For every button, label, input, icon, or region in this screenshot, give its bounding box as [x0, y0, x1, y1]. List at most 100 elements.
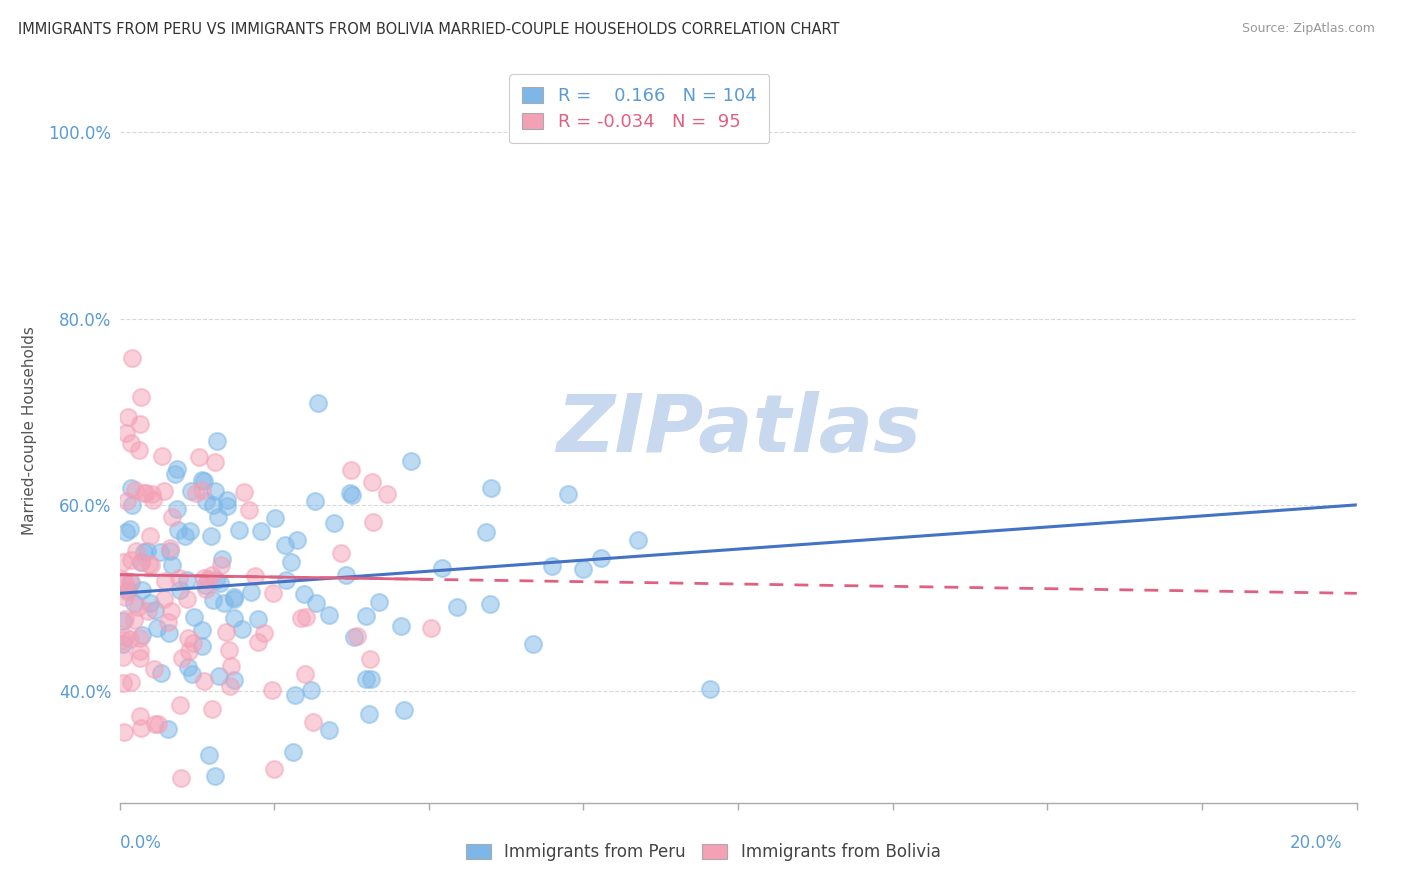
Point	[114, 612, 136, 626]
Point	[283, 745, 305, 759]
Point	[127, 600, 149, 615]
Point	[193, 571, 215, 585]
Point	[222, 673, 245, 687]
Point	[201, 567, 224, 582]
Point	[354, 608, 377, 623]
Text: 0.0%: 0.0%	[120, 834, 162, 852]
Point	[191, 623, 214, 637]
Point	[120, 436, 142, 450]
Point	[142, 493, 165, 508]
Point	[111, 555, 134, 569]
Point	[120, 632, 142, 647]
Point	[446, 600, 468, 615]
Point	[153, 574, 176, 589]
Point	[246, 634, 269, 648]
Point	[114, 590, 136, 604]
Point	[132, 486, 155, 500]
Point	[128, 417, 150, 431]
Point	[120, 575, 142, 590]
Point	[304, 494, 326, 508]
Point	[557, 487, 579, 501]
Point	[228, 523, 250, 537]
Point	[141, 487, 163, 501]
Point	[522, 637, 544, 651]
Point	[129, 555, 152, 569]
Point	[159, 626, 181, 640]
Point	[111, 573, 134, 587]
Point	[184, 486, 207, 500]
Point	[124, 596, 146, 610]
Point	[143, 662, 166, 676]
Point	[149, 545, 172, 559]
Point	[114, 630, 136, 644]
Point	[363, 515, 385, 529]
Point	[589, 551, 612, 566]
Point	[177, 631, 200, 645]
Point	[274, 573, 297, 587]
Point	[215, 493, 238, 508]
Point	[117, 410, 139, 425]
Point	[128, 650, 150, 665]
Point	[136, 544, 159, 558]
Point	[209, 558, 232, 573]
Point	[153, 483, 176, 498]
Point	[245, 568, 267, 582]
Point	[163, 467, 186, 482]
Point	[222, 611, 245, 625]
Point	[201, 498, 224, 512]
Point	[131, 628, 153, 642]
Point	[167, 571, 190, 585]
Point	[194, 582, 217, 596]
Point	[160, 558, 183, 572]
Point	[264, 510, 287, 524]
Point	[479, 597, 502, 611]
Point	[122, 613, 145, 627]
Point	[143, 603, 166, 617]
Point	[240, 584, 263, 599]
Point	[111, 633, 134, 648]
Point	[318, 723, 340, 737]
Point	[169, 582, 191, 597]
Point	[138, 557, 160, 571]
Point	[218, 642, 240, 657]
Point	[263, 762, 285, 776]
Point	[231, 623, 253, 637]
Point	[159, 604, 181, 618]
Point	[204, 455, 226, 469]
Point	[121, 351, 143, 366]
Point	[346, 629, 368, 643]
Point	[129, 555, 152, 569]
Point	[280, 555, 302, 569]
Point	[170, 771, 193, 785]
Point	[120, 522, 142, 536]
Point	[112, 615, 135, 629]
Point	[187, 450, 209, 464]
Point	[125, 544, 148, 558]
Point	[360, 672, 382, 686]
Point	[143, 717, 166, 731]
Point	[150, 450, 173, 464]
Point	[318, 608, 340, 623]
Point	[285, 533, 308, 547]
Text: ZIPatlas: ZIPatlas	[555, 392, 921, 469]
Point	[274, 538, 297, 552]
Point	[191, 640, 214, 654]
Point	[162, 510, 184, 524]
Y-axis label: Married-couple Households: Married-couple Households	[22, 326, 37, 535]
Point	[112, 725, 135, 739]
Point	[191, 473, 214, 487]
Point	[170, 651, 193, 665]
Point	[115, 524, 138, 539]
Point	[114, 576, 136, 591]
Point	[354, 673, 377, 687]
Point	[129, 721, 152, 735]
Point	[111, 649, 134, 664]
Point	[131, 582, 153, 597]
Point	[204, 769, 226, 783]
Point	[118, 574, 141, 589]
Point	[193, 474, 215, 488]
Point	[197, 572, 219, 586]
Text: IMMIGRANTS FROM PERU VS IMMIGRANTS FROM BOLIVIA MARRIED-COUPLE HOUSEHOLDS CORREL: IMMIGRANTS FROM PERU VS IMMIGRANTS FROM …	[18, 22, 839, 37]
Point	[181, 636, 204, 650]
Point	[120, 482, 142, 496]
